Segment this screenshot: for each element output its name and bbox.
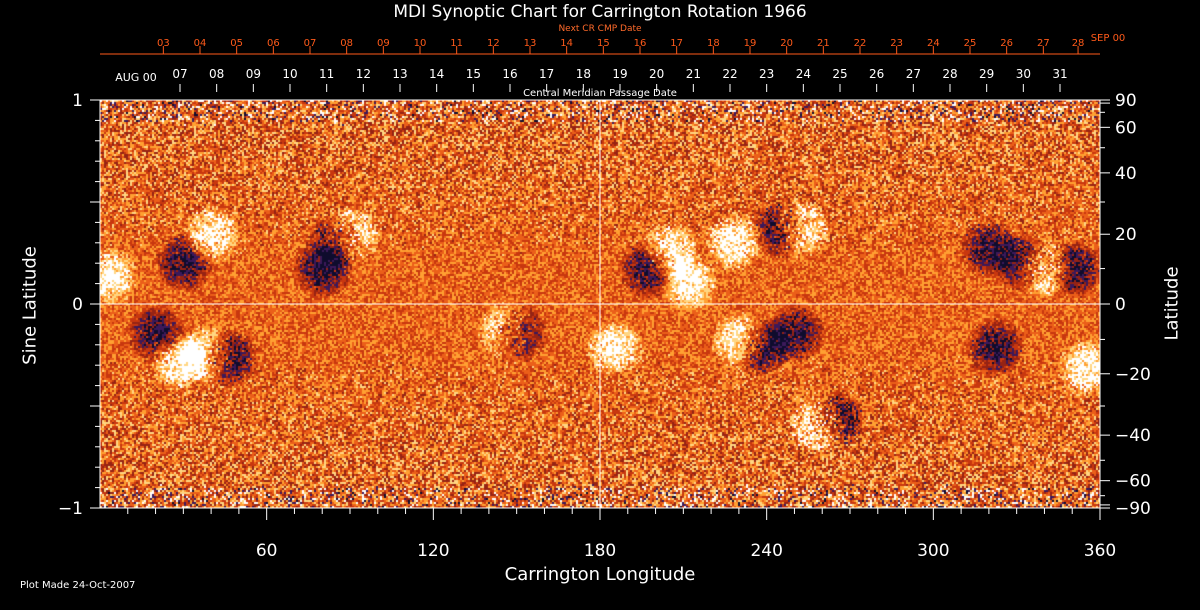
next-cr-month-label: SEP 00 — [1091, 33, 1126, 44]
y-right-tick-label: −20 — [1115, 365, 1151, 385]
cmp-date-label: 21 — [686, 67, 701, 81]
next-cr-date-label: 03 — [157, 38, 170, 49]
cmp-date-label: 08 — [209, 67, 224, 81]
y-left-tick-label: 1 — [72, 91, 83, 111]
cmp-date-label: 24 — [796, 67, 811, 81]
cmp-date-label: 25 — [832, 67, 847, 81]
next-cr-date-label: 11 — [450, 38, 463, 49]
x-tick-label: 300 — [917, 541, 949, 561]
next-cr-date-label: 25 — [964, 38, 977, 49]
y-right-tick-label: −60 — [1115, 472, 1151, 492]
next-cr-date-label: 05 — [230, 38, 243, 49]
next-cr-date-label: 04 — [194, 38, 207, 49]
next-cr-date-label: 19 — [744, 38, 757, 49]
y-right-tick-label: 0 — [1115, 295, 1126, 315]
y-right-tick-label: 60 — [1115, 118, 1137, 138]
cmp-month-label: AUG 00 — [115, 71, 157, 84]
cmp-date-label: 11 — [319, 67, 334, 81]
next-cr-date-label: 27 — [1037, 38, 1050, 49]
cmp-date-label: 22 — [722, 67, 737, 81]
y-right-tick-label: −40 — [1115, 426, 1151, 446]
cmp-date-label: 29 — [979, 67, 994, 81]
cmp-date-label: 30 — [1016, 67, 1031, 81]
cmp-date-label: 10 — [282, 67, 297, 81]
x-axis-label: Carrington Longitude — [504, 564, 696, 585]
next-cr-date-label: 24 — [927, 38, 940, 49]
next-cr-date-label: 09 — [377, 38, 390, 49]
cmp-date-label: 16 — [502, 67, 517, 81]
cmp-date-label: 09 — [246, 67, 261, 81]
next-cr-date-label: 15 — [597, 38, 610, 49]
next-cr-date-label: 28 — [1072, 38, 1085, 49]
next-cr-date-label: 26 — [1000, 38, 1013, 49]
cmp-date-label: 12 — [356, 67, 371, 81]
y-left-tick-label: −1 — [58, 499, 83, 519]
y-axis-label-right: Latitude — [1161, 266, 1183, 341]
x-tick-label: 180 — [584, 541, 616, 561]
cmp-date-label: 19 — [612, 67, 627, 81]
next-cr-date-label: 14 — [560, 38, 573, 49]
cmp-date-label: 13 — [392, 67, 407, 81]
x-tick-label: 360 — [1084, 541, 1116, 561]
y-right-tick-label: 90 — [1115, 91, 1137, 111]
next-cr-date-label: 10 — [414, 38, 427, 49]
next-cr-date-label: 06 — [267, 38, 280, 49]
next-cr-date-label: 13 — [524, 38, 537, 49]
y-right-tick-label: 20 — [1115, 225, 1137, 245]
cmp-date-label: 18 — [576, 67, 591, 81]
chart-title: MDI Synoptic Chart for Carrington Rotati… — [393, 2, 807, 22]
cmp-date-label: 07 — [172, 67, 187, 81]
cmp-date-label: 28 — [942, 67, 957, 81]
cmp-date-label: 17 — [539, 67, 554, 81]
cmp-date-label: 23 — [759, 67, 774, 81]
plot-date-footer: Plot Made 24-Oct-2007 — [20, 580, 136, 591]
x-tick-label: 120 — [417, 541, 449, 561]
y-right-tick-label: 40 — [1115, 164, 1137, 184]
next-cr-date-label: 07 — [304, 38, 317, 49]
next-cr-axis-label: Next CR CMP Date — [558, 24, 642, 34]
next-cr-date-label: 23 — [890, 38, 903, 49]
y-left-tick-label: 0 — [72, 295, 83, 315]
next-cr-date-label: 22 — [854, 38, 867, 49]
next-cr-date-label: 08 — [340, 38, 353, 49]
y-right-tick-label: −90 — [1115, 499, 1151, 519]
x-tick-label: 240 — [750, 541, 782, 561]
cmp-date-label: 14 — [429, 67, 444, 81]
y-axis-label-left: Sine Latitude — [19, 246, 41, 365]
cmp-date-label: 31 — [1052, 67, 1067, 81]
next-cr-date-label: 18 — [707, 38, 720, 49]
cmp-axis-label: Central Meridian Passage Date — [523, 88, 677, 99]
next-cr-date-label: 16 — [634, 38, 647, 49]
x-tick-label: 60 — [256, 541, 278, 561]
cmp-date-label: 15 — [466, 67, 481, 81]
cmp-date-label: 26 — [869, 67, 884, 81]
next-cr-date-label: 20 — [780, 38, 793, 49]
next-cr-date-label: 21 — [817, 38, 830, 49]
cmp-date-label: 27 — [906, 67, 921, 81]
cmp-date-label: 20 — [649, 67, 664, 81]
next-cr-date-label: 12 — [487, 38, 500, 49]
next-cr-date-label: 17 — [670, 38, 683, 49]
